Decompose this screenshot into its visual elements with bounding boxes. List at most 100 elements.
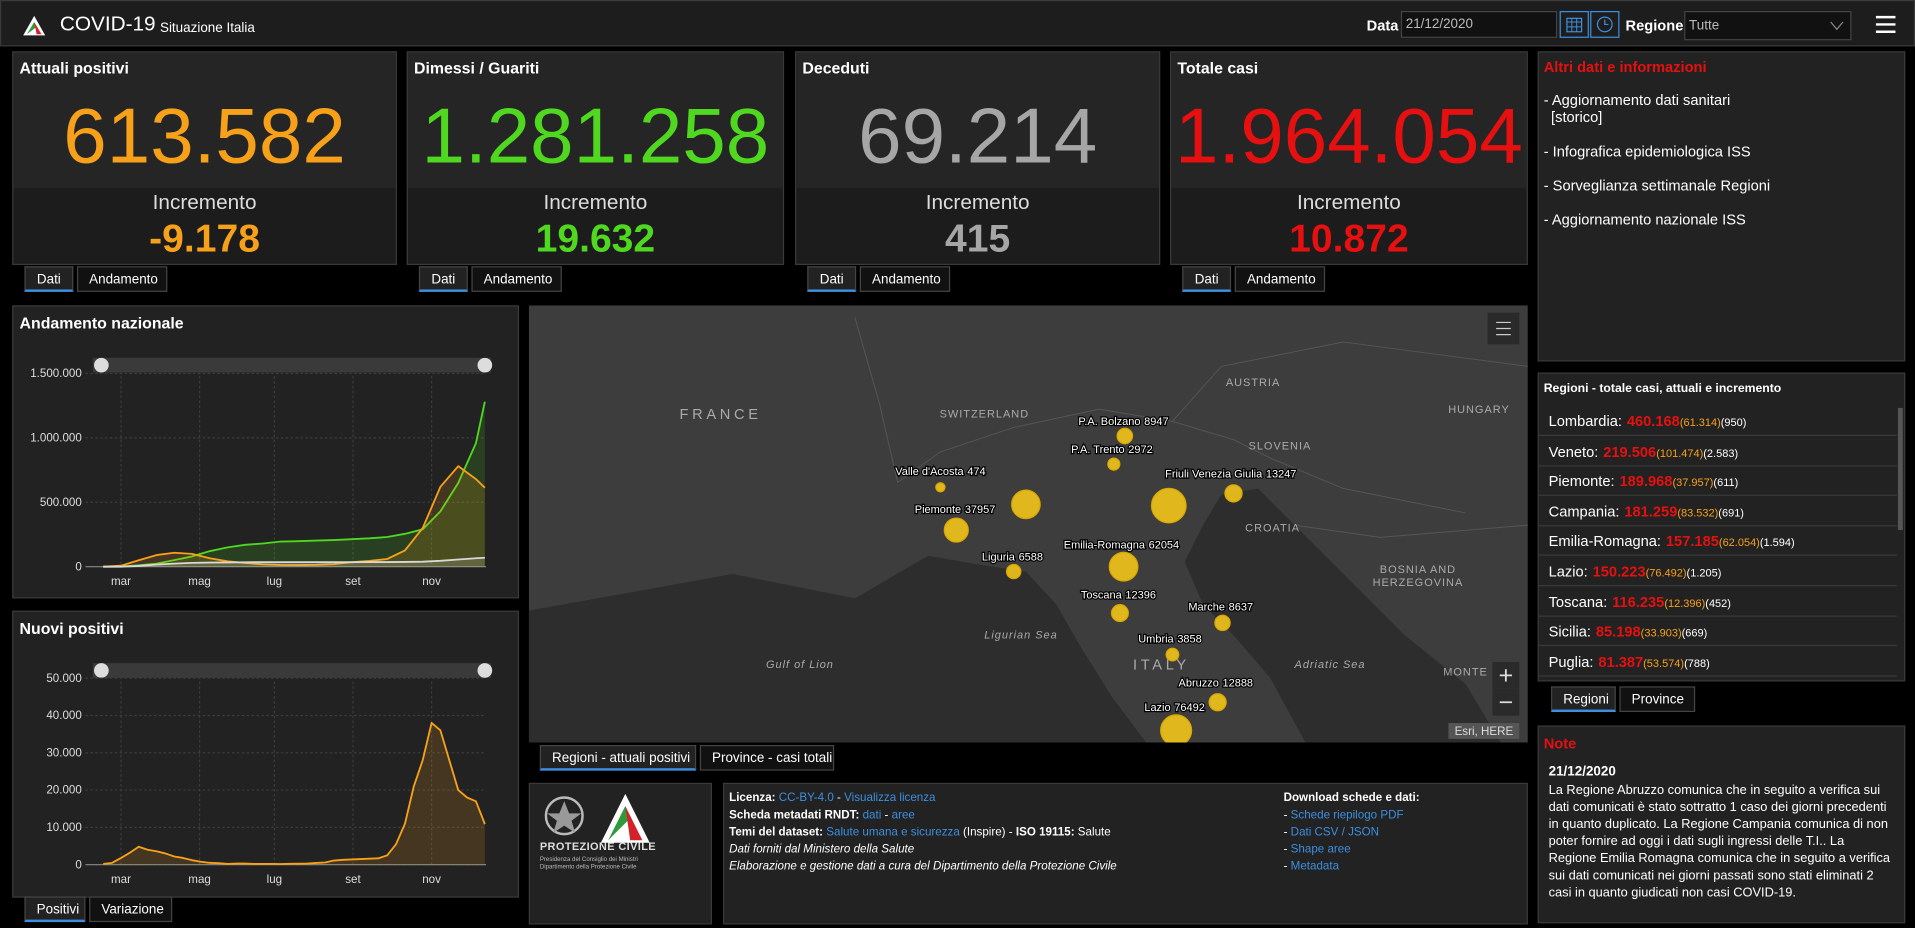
- info-link[interactable]: - Aggiornamento dati sanitari: [1543, 91, 1731, 109]
- region-active: (53.574): [1643, 656, 1685, 670]
- card-title: Totale casi: [1177, 58, 1259, 77]
- bubble-name: P.A. Trento: [1071, 444, 1125, 456]
- y-tick-label: 30.000: [46, 746, 81, 759]
- info-link[interactable]: - Infografica epidemiologica ISS: [1543, 142, 1751, 160]
- bubble-value: 12396: [1125, 589, 1156, 601]
- x-tick-label: mar: [111, 575, 131, 588]
- region-row: Emilia-Romagna: 157.185(62.054)(1.594): [1538, 527, 1897, 557]
- bubble-label: Liguria 6588: [982, 552, 1043, 564]
- area: [103, 401, 485, 567]
- region-row: Lombardia: 460.168(61.314)(950): [1538, 407, 1897, 437]
- line-chart: 0 500.000 1.000.000 1.500.000 mar mag lug set no…: [30, 357, 493, 588]
- info-link[interactable]: [storico]: [1551, 108, 1603, 126]
- logo-emblems: [544, 793, 650, 843]
- sea: [528, 555, 1147, 743]
- tab[interactable]: Andamento: [76, 266, 168, 292]
- x-tick-label: nov: [422, 873, 441, 886]
- link[interactable]: Schede riepilogo PDF: [1290, 808, 1404, 822]
- link[interactable]: Visualizza licenza: [844, 791, 936, 805]
- info-panel: Altri dati e informazioni - Aggiornamento…: [1537, 51, 1906, 362]
- card-value: 613.582: [63, 91, 346, 180]
- region-name: Veneto:: [1548, 442, 1599, 460]
- link[interactable]: Salute umana e sicurezza: [826, 825, 960, 840]
- tab[interactable]: Variazione: [89, 896, 173, 923]
- tab[interactable]: Andamento: [471, 266, 562, 292]
- region-active: (83.532): [1677, 506, 1719, 519]
- tab[interactable]: Regioni: [1551, 686, 1616, 713]
- place-label: Ligurian Sea: [984, 630, 1057, 642]
- region-total: 219.506: [1603, 442, 1657, 460]
- place-label: SLOVENIA: [1249, 440, 1312, 452]
- stat-card: Deceduti 69.214 Incremento 415: [795, 51, 1161, 266]
- place-label: Adriatic Sea: [1294, 659, 1366, 671]
- place-label: AUSTRIA: [1226, 377, 1280, 389]
- calendar-button[interactable]: [1559, 10, 1589, 38]
- info-link[interactable]: - Sorveglianza settimanale Regioni: [1543, 177, 1771, 195]
- border: [854, 317, 1528, 538]
- region-increment: (452): [1705, 596, 1731, 609]
- line: [103, 401, 486, 568]
- bubble-label: P.A. Trento 2972: [1071, 444, 1153, 456]
- x-tick-label: set: [345, 575, 361, 588]
- date-input[interactable]: 21/12/2020: [1400, 10, 1558, 38]
- region-bubble: [943, 517, 969, 543]
- tab[interactable]: Dati: [24, 266, 74, 292]
- footer-text: -: [881, 808, 892, 822]
- tab[interactable]: Province: [1619, 686, 1696, 713]
- region-active: (12.396): [1664, 596, 1706, 609]
- tab[interactable]: Andamento: [1234, 266, 1326, 292]
- region-bubble: [935, 482, 946, 493]
- link[interactable]: Shape aree: [1290, 842, 1351, 857]
- bubble-value: 12888: [1223, 677, 1254, 689]
- region-bubble: [1108, 551, 1139, 582]
- attribution: Esri, HERE: [1455, 725, 1514, 738]
- date-label: Data: [1366, 17, 1399, 35]
- tab[interactable]: Dati: [1182, 266, 1232, 292]
- card-top: [796, 52, 1160, 189]
- place-label: HUNGARY: [1448, 404, 1510, 416]
- link[interactable]: Dati CSV / JSON: [1290, 825, 1380, 840]
- tab[interactable]: Dati: [418, 266, 468, 292]
- bubble-name: Emilia-Romagna: [1064, 539, 1146, 551]
- time-button[interactable]: [1590, 10, 1620, 38]
- bubble-value: 13247: [1266, 469, 1297, 481]
- link[interactable]: dati: [862, 808, 882, 822]
- tab[interactable]: Positivi: [24, 896, 86, 923]
- footer-text: (Inspire) -: [959, 825, 1016, 840]
- region-increment: (2.583): [1703, 446, 1739, 459]
- region-name: Puglia:: [1548, 653, 1594, 671]
- menu-button[interactable]: [1875, 15, 1897, 35]
- region-total: 85.198: [1595, 623, 1641, 641]
- tab[interactable]: Regioni - attuali positivi: [539, 744, 697, 771]
- card-title: Attuali positivi: [19, 58, 129, 77]
- card-value: 1.964.054: [1175, 91, 1523, 180]
- footer-line: Temi del dataset: Salute umana e sicurez…: [729, 826, 1111, 839]
- bubble-name: Valle d'Acosta: [895, 466, 964, 478]
- stat-card: Dimessi / Guariti 1.281.258 Incremento 19.6…: [406, 51, 785, 266]
- y-tick-label: 50.000: [46, 672, 81, 685]
- tab[interactable]: Dati: [807, 266, 857, 292]
- region-name: Lombardia:: [1548, 412, 1622, 430]
- bubble-label: Abruzzo 12888: [1179, 677, 1254, 689]
- region-active: (62.054): [1718, 536, 1760, 549]
- line: [103, 556, 485, 568]
- tab[interactable]: Andamento: [859, 266, 951, 292]
- bubble-label: Emilia-Romagna 62054: [1064, 539, 1179, 551]
- y-tick-label: 10.000: [46, 821, 81, 834]
- link[interactable]: CC-BY-4.0: [778, 791, 834, 805]
- region-bubble: [1160, 714, 1193, 743]
- region-bubble: [1214, 614, 1231, 632]
- link[interactable]: Metadata: [1290, 859, 1340, 874]
- region-select[interactable]: Tutte: [1684, 10, 1852, 41]
- region-name: Lazio:: [1548, 563, 1588, 581]
- area: [103, 466, 485, 567]
- link[interactable]: aree: [891, 808, 915, 822]
- increment-value: 19.632: [535, 216, 656, 261]
- x-tick-label: lug: [267, 873, 282, 886]
- tab[interactable]: Province - casi totali: [699, 744, 835, 771]
- info-link[interactable]: - Aggiornamento nazionale ISS: [1543, 211, 1746, 229]
- y-tick-label: 1.000.000: [30, 432, 82, 445]
- footer-line: Scheda metadati RNDT: dati - aree: [729, 809, 915, 822]
